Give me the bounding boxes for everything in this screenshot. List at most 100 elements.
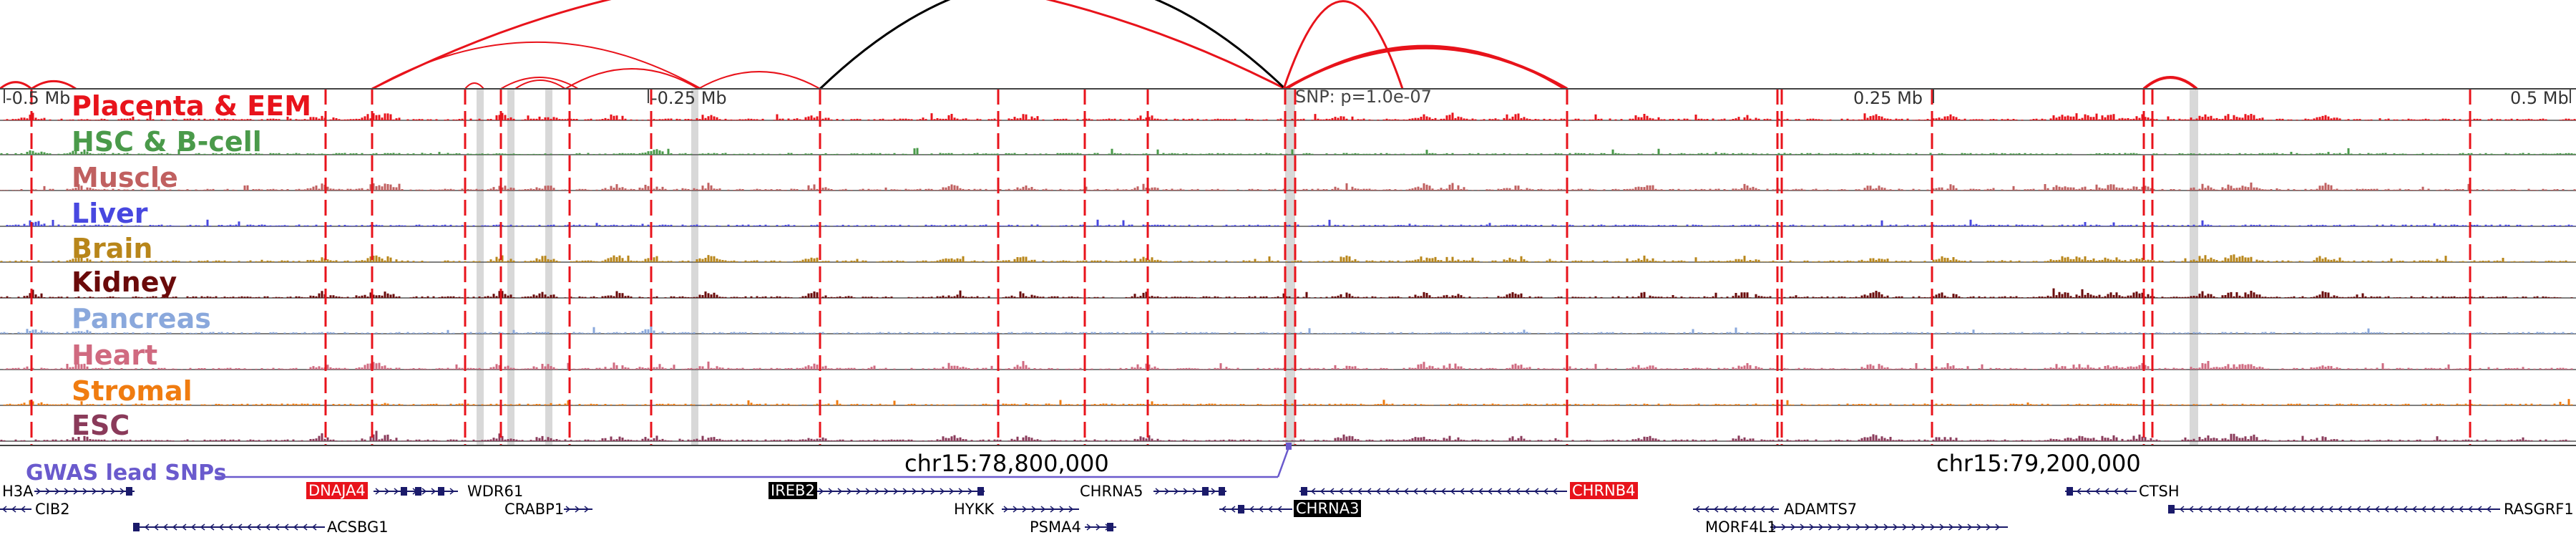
gene-model (374, 487, 458, 496)
gene-exon (133, 523, 140, 531)
gwas-connector (1277, 445, 1291, 478)
gene-label-wdr61: WDR61 (467, 483, 524, 500)
gene-model (133, 523, 325, 531)
track-label-heart: Heart (72, 339, 158, 371)
gene-label-chrnb4: CHRNB4 (1570, 482, 1638, 499)
gene-model (1770, 524, 2008, 531)
chromatin-loop (565, 68, 699, 90)
position-label-minus-025: -0.25 Mb (651, 88, 727, 108)
gene-exon (415, 487, 421, 496)
gene-model (817, 487, 985, 496)
track-label-liver: Liver (72, 198, 148, 229)
track-label-brain: Brain (72, 233, 153, 264)
signal-track (0, 288, 2576, 299)
chromatin-loop (371, 41, 702, 90)
gene-strand-arrows (565, 506, 590, 513)
snp-pvalue-annotation: SNP: p=1.0e-07 (1295, 87, 1432, 107)
gene-label-ctsh: CTSH (2139, 483, 2180, 500)
signal-track (0, 219, 2576, 227)
track-label-pancreas: Pancreas (72, 303, 211, 334)
gene-label-morf4l1: MORF4L1 (1705, 519, 1777, 536)
signal-track (0, 361, 2576, 370)
track-label-stromal: Stromal (72, 375, 192, 407)
gene-label-cib2: CIB2 (35, 501, 70, 518)
coordinate-label-left: chr15:78,800,000 (904, 450, 1109, 477)
gene-exon (1238, 505, 1244, 514)
chromatin-loop (1286, 44, 1565, 90)
gene-model (1002, 506, 1079, 513)
grey-band (2190, 89, 2198, 445)
gene-exon (126, 487, 132, 496)
gene-exon (2067, 487, 2073, 496)
gene-strand-arrows (1155, 488, 1216, 495)
gene-model (1693, 506, 1779, 513)
grey-band (507, 89, 514, 445)
signal-bars (3, 399, 2573, 405)
signal-bars (0, 323, 2576, 334)
gwas-lead-snp-track (215, 443, 1292, 478)
grey-band (545, 89, 552, 445)
signal-bars (6, 219, 2576, 226)
gene-strand-arrows (1003, 506, 1074, 513)
grey-highlight-bands (477, 89, 2198, 445)
gene-label-dnaja4: DNAJA4 (306, 482, 368, 499)
signal-bars (3, 112, 2576, 120)
grey-band (1285, 89, 1295, 445)
gene-label-chrna3: CHRNA3 (1294, 500, 1362, 517)
gene-strand-arrows (36, 488, 125, 495)
signal-track (0, 148, 2576, 155)
track-label-hsc-bcell: HSC & B-cell (72, 126, 262, 158)
chromatin-loop (371, 0, 1286, 90)
gwas-lead-snp-marker (1286, 443, 1292, 450)
gwas-track-label: GWAS lead SNPs (26, 461, 227, 486)
gene-exon (1107, 523, 1113, 531)
signal-bars (0, 254, 2576, 262)
gene-label-psma4: PSMA4 (1030, 519, 1081, 536)
gene-label-ireb2: IREB2 (769, 482, 817, 499)
gene-exon (1219, 487, 1225, 496)
position-label-plus-025: 0.25 Mb (1853, 88, 1923, 108)
signal-bars (3, 361, 2573, 370)
grey-band (691, 89, 698, 445)
chromatin-loop (2142, 76, 2198, 90)
gene-model (564, 506, 592, 513)
gene-exon (438, 487, 444, 496)
signal-track (0, 182, 2576, 191)
track-label-kidney: Kidney (72, 266, 177, 298)
chromatin-loop (698, 71, 821, 90)
chromatin-loop (31, 79, 77, 90)
chromatin-loop (1282, 0, 1404, 90)
coordinate-label-right: chr15:79,200,000 (1936, 450, 2141, 477)
gene-model (34, 487, 135, 496)
signal-bars (0, 182, 2576, 191)
gene-model (0, 506, 31, 513)
track-label-esc: ESC (72, 410, 130, 441)
chromatin-loop (500, 77, 579, 90)
signal-bars (0, 288, 2573, 298)
gene-label-hykk: HYKK (954, 501, 995, 518)
gene-annotation-track (0, 487, 2500, 531)
chromatin-loop (0, 81, 32, 90)
gene-model (1085, 523, 1116, 531)
gene-label-chrna5: CHRNA5 (1080, 483, 1143, 500)
gene-label-rasgrf1: RASGRF1 (2504, 501, 2574, 518)
signal-track (0, 323, 2576, 334)
track-label-muscle: Muscle (72, 162, 178, 193)
gene-exon (1301, 487, 1307, 496)
chromatin-loop (464, 82, 484, 90)
signal-track (0, 430, 2576, 442)
gene-strand-arrows (1772, 524, 2001, 531)
gene-model (2168, 505, 2500, 514)
gene-exon (2168, 505, 2175, 514)
gene-model (1299, 487, 1567, 496)
track-label-placenta: Placenta & EEM (72, 90, 312, 122)
position-label-minus-05: -0.5 Mb (6, 88, 71, 108)
signal-tracks (0, 112, 2576, 442)
gene-label-h3a: H3A (2, 483, 34, 500)
signal-track (0, 399, 2576, 406)
chromatin-loop (819, 0, 1287, 90)
signal-bars (0, 148, 2576, 155)
signal-track (0, 254, 2576, 263)
